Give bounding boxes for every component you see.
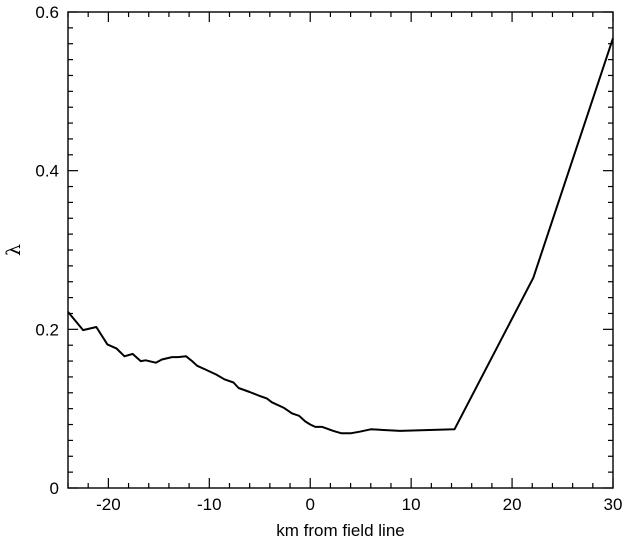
y-axis-title: λ bbox=[3, 244, 25, 256]
x-tick-label: -20 bbox=[96, 495, 121, 514]
y-tick-label: 0.4 bbox=[35, 162, 59, 181]
x-tick-label: 0 bbox=[305, 495, 314, 514]
x-axis-title: km from field line bbox=[276, 521, 404, 540]
plot-frame bbox=[67, 11, 614, 489]
x-tick-label: 30 bbox=[604, 495, 623, 514]
series-line bbox=[67, 37, 614, 435]
x-tick-label: -10 bbox=[197, 495, 222, 514]
y-tick-label: 0.6 bbox=[35, 3, 59, 22]
tick-labels: -20 -10 0 10 20 30 0 0.2 0.4 0.6 bbox=[35, 3, 622, 514]
x-tick-label: 10 bbox=[402, 495, 421, 514]
y-tick-label: 0.2 bbox=[35, 320, 59, 339]
y-tick-label: 0 bbox=[50, 479, 59, 498]
axis-ticks bbox=[67, 11, 614, 489]
x-tick-label: 20 bbox=[503, 495, 522, 514]
